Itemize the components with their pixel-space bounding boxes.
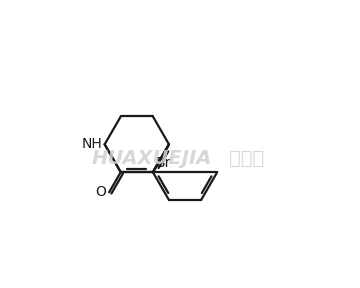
Text: NH: NH: [81, 137, 102, 151]
Text: 化学加: 化学加: [229, 149, 264, 168]
Text: Br: Br: [156, 156, 171, 170]
Text: O: O: [95, 185, 106, 199]
Text: HUAXUEJIA: HUAXUEJIA: [91, 149, 212, 168]
